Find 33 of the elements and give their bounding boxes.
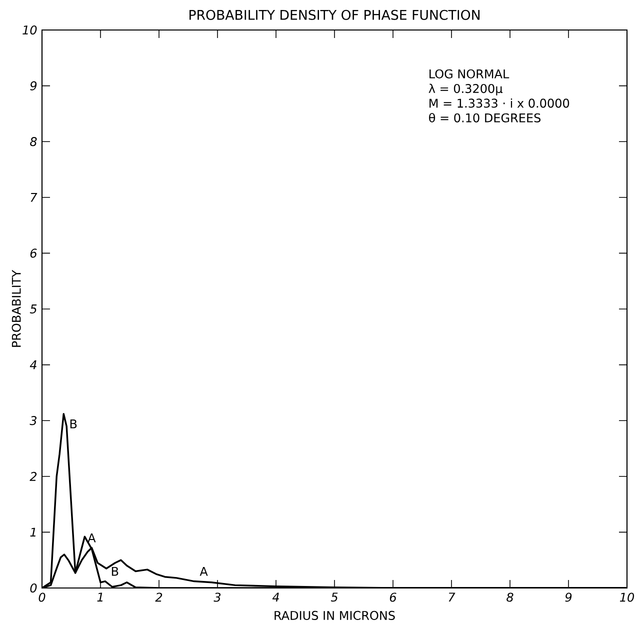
x-tick-label: 2: [155, 592, 162, 602]
x-tick-label: 5: [330, 592, 338, 602]
y-tick-label: 6: [30, 248, 37, 258]
legend-label: B: [70, 420, 77, 428]
x-tick-label: 1: [97, 592, 102, 602]
annotation: LOG NORMAL: [430, 69, 510, 78]
series-label: A: [200, 566, 208, 576]
y-tick-label: 7: [30, 193, 38, 202]
y-axis-title: PROBABILITY: [12, 270, 21, 347]
annotation: λ = 0.3200μ: [428, 84, 502, 96]
y-tick-label: 9: [30, 81, 37, 90]
y-tick-label: 2: [30, 472, 37, 481]
x-tick-label: 8: [506, 592, 514, 602]
x-tick-label: 6: [390, 592, 396, 602]
y-tick-label: 5: [30, 304, 37, 314]
x-tick-label: 10: [620, 592, 634, 602]
annotation: θ = 0.10 DEGREES: [429, 113, 540, 122]
y-tick-label: 10: [22, 25, 37, 35]
y-tick-label: 1: [30, 528, 36, 537]
annotation: M = 1.3333 · i x 0.0000: [430, 98, 570, 108]
text: A: [88, 533, 96, 542]
y-tick-label: 4: [30, 360, 36, 370]
y-tick-label: 3: [30, 416, 37, 426]
text: B: [112, 566, 118, 576]
chart-title: PROBABILITY DENSITY OF PHASE FUNCTION: [190, 10, 480, 20]
x-tick-label: 9: [565, 592, 572, 602]
y-tick-label: 8: [30, 137, 37, 146]
x-tick-label: 3: [214, 592, 221, 602]
x-tick-label: 0: [38, 592, 46, 602]
x-axis-title: RADIUS IN MICRONS: [274, 610, 395, 620]
y-tick-label: 0: [30, 583, 37, 593]
x-tick-label: 7: [448, 592, 456, 602]
x-tick-label: 4: [272, 592, 279, 602]
